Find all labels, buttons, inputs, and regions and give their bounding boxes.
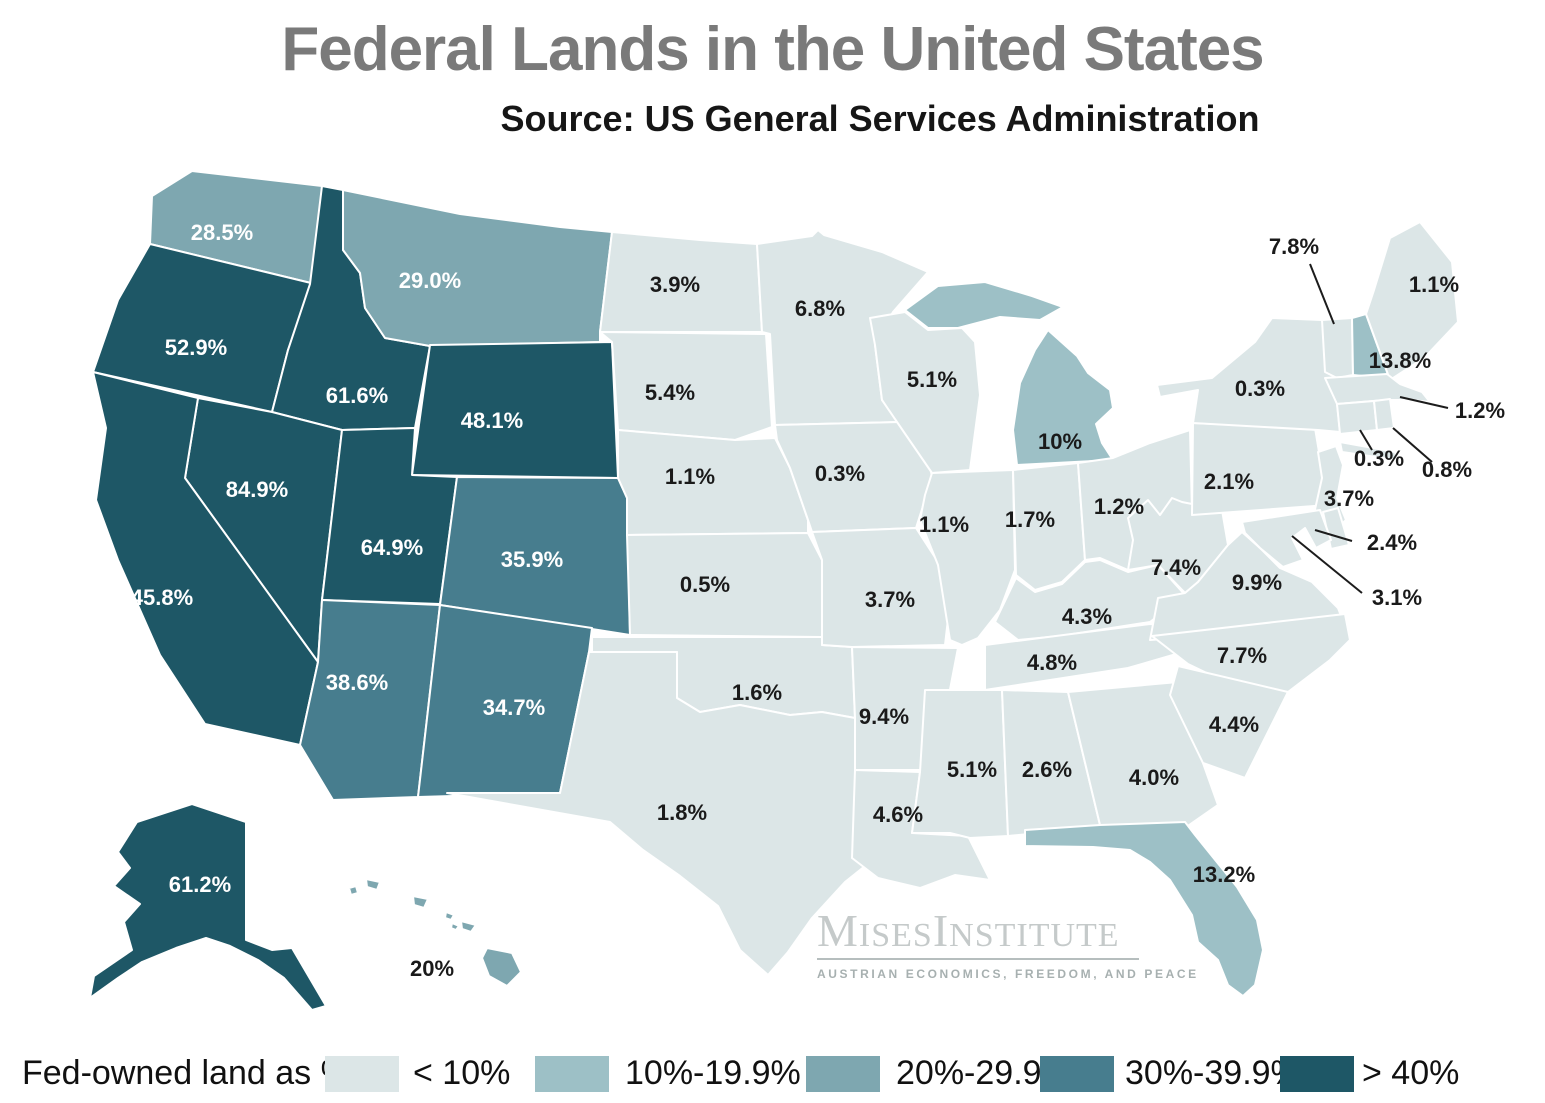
state-ME (1365, 221, 1459, 381)
legend-swatch-lt10 (325, 1056, 399, 1092)
state-label-KY: 4.3% (1062, 604, 1112, 629)
state-label-AZ: 38.6% (326, 670, 388, 695)
state-VT (1321, 317, 1354, 379)
state-label-WV: 7.4% (1151, 555, 1201, 580)
state-label-OR: 52.9% (165, 335, 227, 360)
map-legend: Fed-owned land as % < 10% 10%-19.9% 20%-… (0, 1048, 1545, 1098)
legend-label-lt10: < 10% (413, 1054, 511, 1092)
legend-label-30-39: 30%-39.9% (1125, 1054, 1301, 1092)
state-FL (1024, 821, 1264, 997)
state-MT (342, 189, 613, 347)
callout-line-CT (1359, 429, 1373, 451)
state-MI (904, 281, 1064, 329)
state-label-NM: 34.7% (483, 695, 545, 720)
state-label-AK: 61.2% (169, 872, 231, 897)
state-SC (1169, 665, 1289, 779)
state-label-FL: 13.2% (1193, 862, 1255, 887)
state-label-IL: 1.1% (919, 512, 969, 537)
watermark-rule (817, 958, 1139, 960)
state-label-NH: 13.8% (1369, 348, 1431, 373)
state-label-MA: 1.2% (1455, 398, 1505, 423)
legend-label-10-19: 10%-19.9% (625, 1054, 801, 1092)
state-label-KS: 0.5% (680, 572, 730, 597)
state-label-GA: 4.0% (1129, 765, 1179, 790)
callout-line-MD (1291, 535, 1363, 594)
state-TX (446, 651, 871, 976)
state-label-MD: 3.1% (1372, 585, 1422, 610)
state-AK (89, 803, 327, 1011)
state-label-LA: 4.6% (873, 802, 923, 827)
callout-line-VT (1309, 263, 1335, 325)
callout-line-MA (1399, 396, 1449, 409)
state-label-WI: 5.1% (907, 367, 957, 392)
state-MI (1012, 329, 1114, 466)
state-label-MO: 3.7% (865, 587, 915, 612)
state-label-DE: 2.4% (1367, 530, 1417, 555)
state-NE (617, 429, 809, 536)
state-label-PA: 2.1% (1204, 469, 1254, 494)
state-label-VT: 7.8% (1269, 234, 1319, 259)
state-WI (869, 311, 981, 474)
callout-line-DE (1314, 529, 1353, 542)
state-label-VA: 9.9% (1232, 570, 1282, 595)
state-label-IN: 1.7% (1005, 507, 1055, 532)
state-label-MI: 10% (1038, 429, 1082, 454)
state-NY (1339, 441, 1398, 461)
state-label-SC: 4.4% (1209, 712, 1259, 737)
state-label-MS: 5.1% (947, 757, 997, 782)
state-label-NC: 7.7% (1217, 643, 1267, 668)
state-label-CA: 45.8% (131, 585, 193, 610)
state-label-OK: 1.6% (732, 680, 782, 705)
state-label-MT: 29.0% (399, 268, 461, 293)
state-label-WA: 28.5% (191, 220, 253, 245)
page-subtitle: Source: US General Services Administrati… (500, 98, 1260, 139)
watermark-tagline: AUSTRIAN ECONOMICS, FREEDOM, AND PEACE (817, 967, 1199, 981)
callout-line-RI (1392, 427, 1433, 463)
state-CT (1336, 400, 1378, 435)
state-MD (1241, 509, 1332, 568)
state-NC (1151, 613, 1351, 693)
state-label-RI: 0.8% (1422, 457, 1472, 482)
state-label-UT: 64.9% (361, 535, 423, 560)
state-label-ME: 1.1% (1409, 272, 1459, 297)
state-label-MN: 6.8% (795, 296, 845, 321)
state-NY (1156, 317, 1341, 433)
state-RI (1373, 398, 1395, 431)
legend-title: Fed-owned land as % (22, 1054, 351, 1092)
state-label-CO: 35.9% (501, 547, 563, 572)
legend-swatch-20-29 (806, 1056, 880, 1092)
state-label-SD: 5.4% (645, 380, 695, 405)
state-label-TX: 1.8% (657, 800, 707, 825)
state-label-AL: 2.6% (1022, 757, 1072, 782)
mises-institute-watermark: MISESINSTITUTE AUSTRIAN ECONOMICS, FREED… (817, 908, 1199, 981)
legend-swatch-10-19 (535, 1056, 609, 1092)
state-label-OH: 1.2% (1094, 494, 1144, 519)
legend-label-gt40: > 40% (1362, 1054, 1460, 1092)
state-HI (348, 878, 522, 987)
state-label-WY: 48.1% (461, 408, 523, 433)
state-label-AR: 9.4% (859, 704, 909, 729)
state-label-CT: 0.3% (1354, 446, 1404, 471)
state-label-HI: 20% (410, 956, 454, 981)
state-label-ND: 3.9% (650, 272, 700, 297)
watermark-wordmark: MISESINSTITUTE (817, 905, 1120, 956)
state-MO (811, 527, 951, 648)
page-title: Federal Lands in the United States (281, 15, 1264, 84)
state-CA (92, 371, 319, 746)
state-label-TN: 4.8% (1027, 650, 1077, 675)
state-label-IA: 0.3% (815, 461, 865, 486)
legend-swatch-30-39 (1040, 1056, 1114, 1092)
state-label-NE: 1.1% (665, 464, 715, 489)
legend-swatch-gt40 (1280, 1056, 1354, 1092)
state-label-NY: 0.3% (1235, 376, 1285, 401)
state-label-NV: 84.9% (226, 477, 288, 502)
state-AZ (299, 599, 441, 801)
state-label-NJ: 3.7% (1324, 486, 1374, 511)
state-label-ID: 61.6% (326, 383, 388, 408)
